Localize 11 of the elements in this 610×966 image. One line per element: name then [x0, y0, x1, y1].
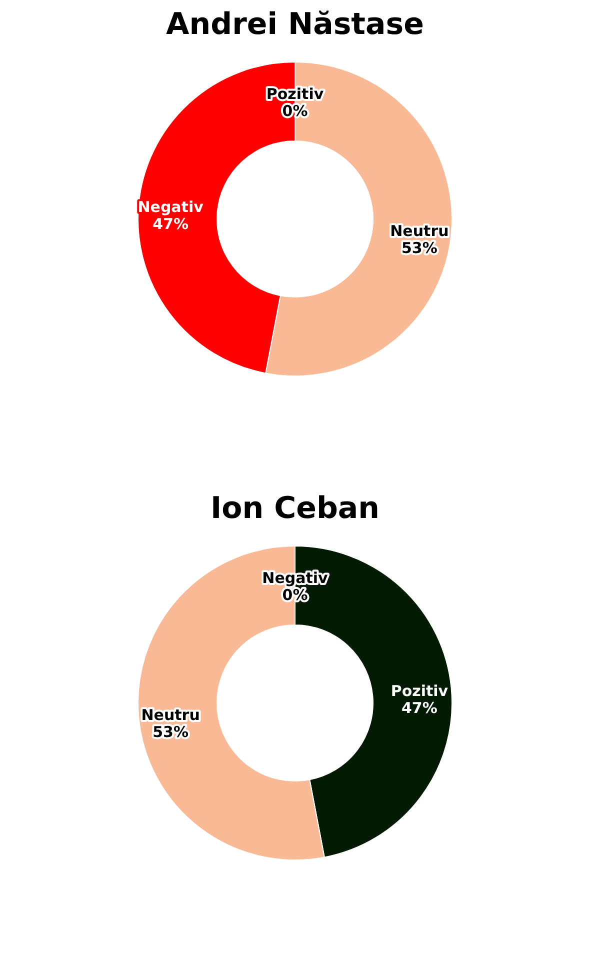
category-label: Negativ [262, 569, 328, 587]
chart-title: Ion Ceban [210, 491, 380, 526]
data-label: 47% [152, 215, 189, 234]
data-label: 47% [401, 699, 438, 718]
data-label: 53% [152, 722, 189, 741]
slice-label: Neutru [141, 706, 200, 724]
data-label: 53% [401, 238, 438, 257]
slice-label: Pozitiv [390, 682, 448, 700]
slice-label: Neutru [390, 222, 449, 240]
chart-title: Andrei Năstase [166, 7, 424, 42]
slice-label: Negativ [138, 198, 204, 216]
